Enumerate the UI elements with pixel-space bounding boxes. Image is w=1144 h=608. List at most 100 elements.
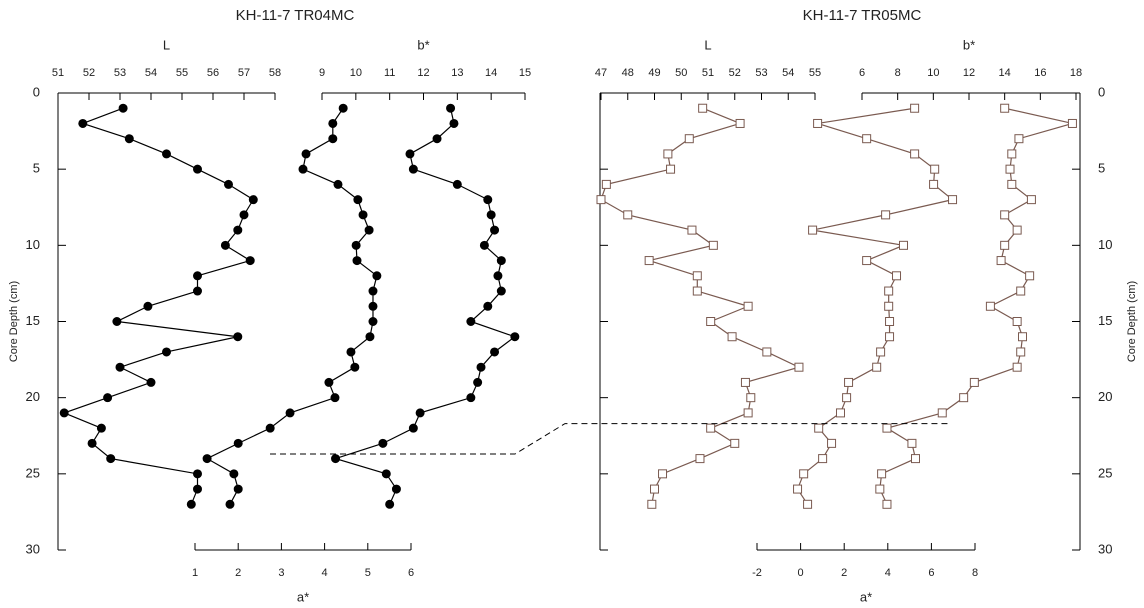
x-axis-label: b* [963, 37, 975, 52]
marker [862, 134, 872, 144]
y-tick-label: 5 [1098, 161, 1105, 176]
marker [1016, 286, 1026, 296]
marker [368, 317, 378, 326]
x-tick-label: 6 [408, 567, 414, 579]
x-tick-label: 12 [963, 67, 975, 79]
marker [1012, 225, 1022, 235]
marker [596, 195, 606, 205]
y-tick-label: 0 [1098, 84, 1105, 99]
x-tick-label: 8 [895, 67, 901, 79]
x-tick-label: 8 [972, 567, 978, 579]
marker [663, 149, 673, 159]
marker [746, 393, 756, 403]
marker [844, 377, 854, 387]
marker [408, 164, 418, 174]
marker [449, 118, 459, 128]
marker [446, 103, 456, 113]
marker [872, 362, 882, 372]
series-line [205, 107, 378, 505]
marker [490, 347, 500, 357]
x-tick-label: 16 [1034, 67, 1046, 79]
series-line [600, 107, 801, 505]
marker [333, 179, 343, 189]
marker [658, 469, 668, 479]
marker [708, 240, 718, 250]
marker [650, 484, 659, 494]
marker [351, 240, 361, 250]
marker [496, 286, 506, 296]
marker [793, 484, 803, 494]
marker [881, 210, 891, 220]
marker [910, 149, 920, 159]
marker [466, 317, 476, 326]
y-tick-label: 10 [1098, 237, 1112, 252]
marker [985, 301, 995, 311]
marker [432, 134, 442, 144]
y-tick-label: 25 [1098, 465, 1112, 480]
marker [735, 118, 745, 128]
marker [623, 210, 633, 220]
marker [96, 423, 106, 433]
marker [324, 377, 334, 387]
marker [892, 271, 902, 281]
marker [220, 240, 230, 250]
marker [415, 408, 425, 418]
marker [930, 164, 940, 174]
marker [1000, 103, 1010, 113]
marker [106, 454, 116, 464]
marker [969, 377, 979, 387]
marker [698, 103, 708, 113]
marker [740, 377, 750, 387]
marker [368, 286, 378, 296]
marker [452, 179, 462, 189]
marker [233, 225, 243, 235]
marker [1012, 317, 1022, 326]
y-tick-label: 30 [1098, 541, 1112, 556]
marker [882, 423, 892, 433]
marker [202, 454, 212, 464]
marker [112, 317, 122, 326]
marker [601, 179, 611, 189]
x-tick-label: 48 [622, 67, 634, 79]
marker [193, 164, 202, 174]
marker [814, 423, 824, 433]
x-tick-label: 4 [322, 567, 328, 579]
x-tick-label: 1 [192, 567, 198, 579]
marker [378, 438, 388, 448]
marker [358, 210, 368, 220]
marker [727, 332, 737, 342]
x-tick-label: 12 [417, 67, 429, 79]
x-tick-label: 58 [269, 67, 281, 79]
marker [124, 134, 134, 144]
marker [143, 301, 153, 311]
marker [346, 347, 356, 357]
marker [803, 499, 813, 509]
chart-title: KH-11-7 TR04MC [236, 7, 355, 24]
marker [364, 225, 374, 235]
marker [996, 256, 1006, 266]
marker [687, 225, 697, 235]
x-tick-label: 49 [648, 67, 660, 79]
marker [1000, 210, 1010, 220]
marker [391, 484, 401, 494]
x-tick-label: 10 [350, 67, 362, 79]
marker [405, 149, 415, 159]
marker [813, 118, 823, 128]
marker [762, 347, 772, 357]
marker [1026, 195, 1036, 205]
y-tick-label: 25 [26, 465, 40, 480]
x-axis-label: a* [297, 589, 309, 604]
x-tick-label: 50 [675, 67, 687, 79]
x-tick-label: 14 [999, 67, 1011, 79]
marker [78, 118, 88, 128]
marker [827, 438, 837, 448]
marker [1005, 164, 1015, 174]
x-tick-label: 2 [841, 567, 847, 579]
marker [372, 271, 382, 281]
y-tick-label: 15 [1098, 313, 1112, 328]
marker [884, 286, 894, 296]
marker [245, 256, 255, 266]
marker [193, 271, 202, 281]
